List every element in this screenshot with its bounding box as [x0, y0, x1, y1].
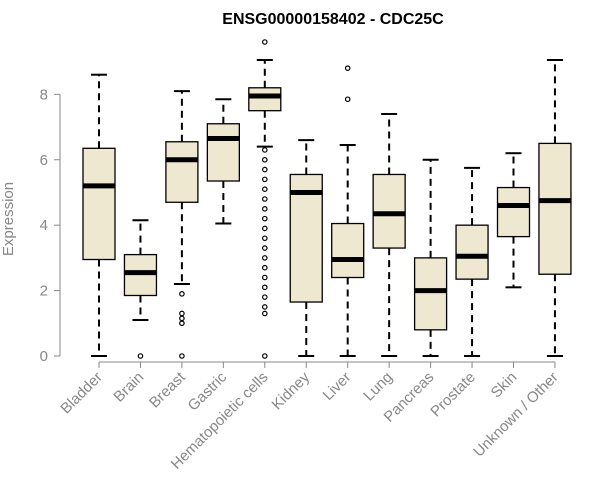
- outlier-point: [261, 255, 268, 261]
- iqr-box: [331, 222, 365, 279]
- x-tick-label: Kidney: [269, 368, 314, 413]
- iqr-box: [413, 257, 448, 331]
- box-0: [82, 73, 116, 357]
- outlier-point: [261, 235, 268, 242]
- x-tick-label: Bladder: [57, 369, 106, 418]
- outlier-point: [261, 264, 268, 271]
- iqr-box: [206, 123, 241, 182]
- outlier-point: [261, 353, 268, 359]
- x-tick-label: Prostate: [427, 369, 479, 421]
- iqr-box: [496, 186, 531, 238]
- outlier-point: [261, 186, 268, 192]
- outlier-point: [261, 39, 268, 45]
- outlier-point: [137, 353, 144, 359]
- x-tick-label: Liver: [320, 369, 355, 404]
- outlier-point: [179, 320, 185, 327]
- iqr-box: [289, 173, 323, 303]
- y-tick-label: 8: [40, 86, 48, 103]
- y-axis-label: Expression: [0, 182, 17, 256]
- box-6: [331, 65, 365, 357]
- box-4: [248, 39, 282, 359]
- outlier-point: [261, 176, 268, 183]
- iqr-box: [165, 141, 199, 203]
- box-8: [413, 158, 448, 357]
- outlier-point: [261, 215, 268, 222]
- outlier-point: [261, 310, 268, 317]
- outlier-point: [261, 156, 268, 163]
- outlier-point: [261, 304, 268, 310]
- iqr-box: [248, 87, 282, 112]
- x-tick-label: Skin: [488, 369, 521, 402]
- box-9: [455, 166, 489, 357]
- outlier-point: [261, 274, 268, 281]
- outlier-point: [179, 310, 185, 317]
- chart-title: ENSG00000158402 - CDC25C: [222, 11, 444, 28]
- outlier-point: [179, 353, 185, 359]
- box-2: [165, 90, 199, 359]
- outlier-point: [261, 225, 268, 232]
- outlier-point: [179, 291, 185, 297]
- y-axis-ticks: 0 2 4 6 8: [40, 86, 60, 365]
- outlier-point: [344, 65, 351, 71]
- boxes-group: [82, 39, 572, 359]
- outlier-point: [261, 206, 268, 212]
- outlier-point: [261, 294, 268, 300]
- box-3: [206, 98, 241, 225]
- y-tick-label: 4: [40, 217, 48, 234]
- x-tick-label: Brain: [110, 369, 147, 406]
- outlier-point: [261, 196, 268, 202]
- outlier-point: [261, 245, 268, 251]
- outlier-point: [344, 96, 351, 103]
- x-tick-label: Breast: [146, 368, 189, 411]
- x-tick-label: Lung: [360, 369, 396, 405]
- iqr-box: [538, 142, 572, 275]
- box-1: [123, 219, 158, 359]
- box-11: [538, 58, 572, 357]
- iqr-box: [82, 147, 116, 261]
- y-tick-label: 6: [40, 152, 48, 169]
- iqr-box: [455, 224, 489, 280]
- outlier-point: [261, 284, 268, 291]
- box-10: [496, 152, 531, 289]
- y-tick-label: 2: [40, 283, 48, 300]
- y-tick-label: 0: [40, 348, 48, 365]
- outlier-point: [179, 315, 185, 322]
- outlier-point: [261, 147, 268, 153]
- outlier-point: [261, 166, 268, 173]
- box-7: [372, 112, 406, 357]
- box-5: [289, 139, 323, 357]
